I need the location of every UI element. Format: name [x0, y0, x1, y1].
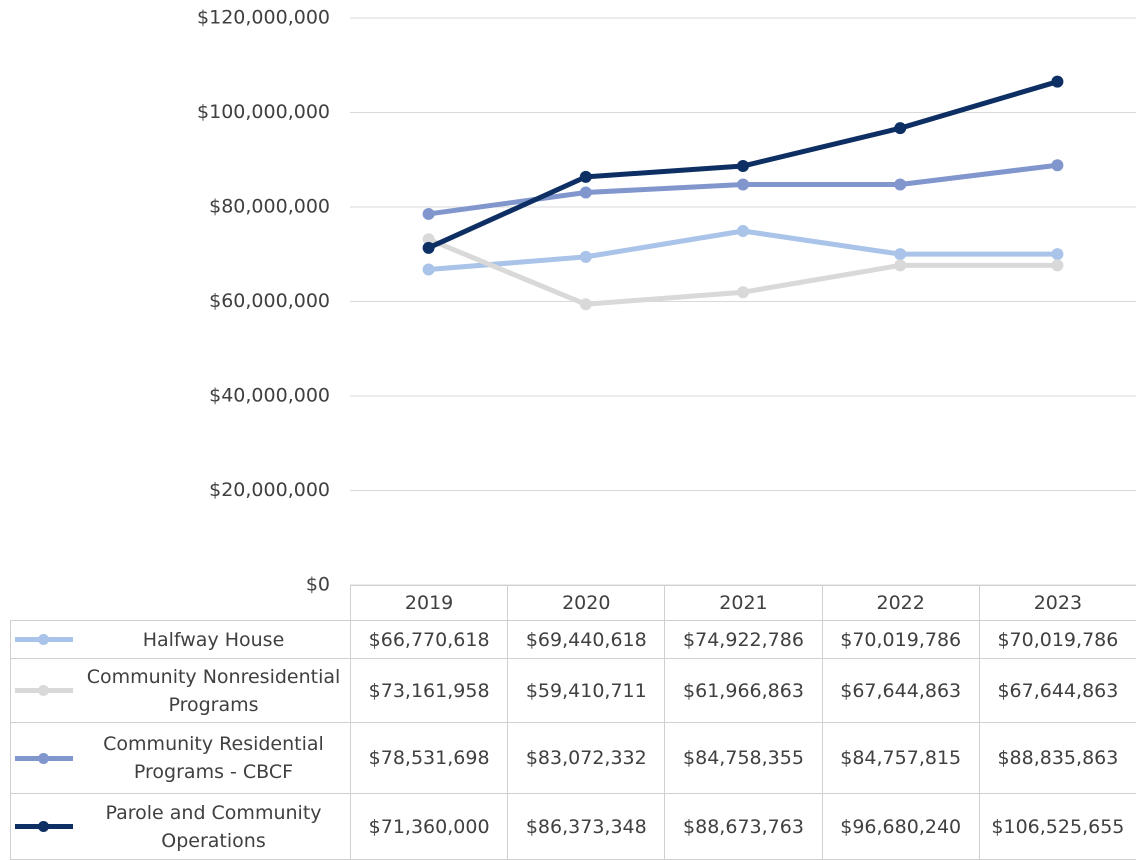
data-point	[579, 170, 592, 183]
legend-label: Halfway House	[142, 628, 285, 651]
data-point	[894, 248, 907, 261]
data-label: $86,373,348	[507, 793, 666, 860]
y-tick-label: $120,000,000	[197, 7, 330, 29]
data-point	[422, 241, 435, 254]
data-point	[737, 286, 749, 299]
x-tick-label: 2023	[978, 585, 1136, 621]
legend-label: Community Residential Programs - CBCF	[103, 733, 324, 783]
data-label: $83,072,332	[507, 722, 666, 794]
legend-entry: Community Residential Programs - CBCF	[10, 722, 351, 794]
data-label: $84,758,355	[664, 722, 823, 794]
data-point	[1051, 248, 1064, 261]
legend-icon	[15, 821, 73, 832]
data-label: $67,644,863	[978, 658, 1136, 723]
data-label: $61,966,863	[664, 658, 823, 723]
data-label: $67,644,863	[821, 658, 980, 723]
data-label: $78,531,698	[350, 722, 509, 794]
data-label: $88,673,763	[664, 793, 823, 860]
data-point	[894, 178, 907, 191]
data-point	[737, 160, 749, 173]
y-tick-label: $80,000,000	[209, 196, 330, 218]
data-point	[422, 207, 435, 220]
data-point	[1051, 259, 1064, 272]
y-tick-label: $100,000,000	[197, 101, 330, 123]
legend-label: Parole and Community Operations	[105, 801, 322, 852]
legend-entry: Community Nonresidential Programs	[10, 658, 351, 723]
data-label: $106,525,655	[978, 793, 1136, 860]
data-point	[894, 122, 907, 135]
data-point	[422, 233, 435, 246]
y-tick-label: $40,000,000	[209, 385, 330, 407]
data-point	[894, 259, 907, 272]
data-point	[737, 178, 749, 191]
data-label: $70,019,786	[978, 620, 1136, 659]
legend-entry: Parole and Community Operations	[10, 793, 351, 860]
data-point	[737, 224, 749, 237]
data-label: $96,680,240	[821, 793, 980, 860]
x-tick-label: 2022	[821, 585, 980, 621]
data-label: $70,019,786	[821, 620, 980, 659]
data-label: $84,757,815	[821, 722, 980, 794]
y-tick-label: $20,000,000	[209, 479, 330, 501]
legend-marker	[38, 821, 49, 832]
x-tick-label: 2021	[664, 585, 823, 621]
data-point	[579, 186, 592, 199]
data-label: $71,360,000	[350, 793, 509, 860]
legend-marker	[38, 685, 49, 696]
legend-label: Community Nonresidential Programs	[86, 665, 341, 716]
legend-icon	[15, 685, 73, 696]
x-tick-label: 2019	[350, 585, 509, 621]
data-label: $88,835,863	[978, 722, 1136, 794]
y-tick-label: $0	[306, 574, 330, 596]
data-point	[1051, 75, 1064, 88]
legend-icon	[15, 752, 73, 764]
data-point	[1051, 159, 1064, 172]
data-label: $73,161,958	[350, 658, 509, 723]
legend-icon	[15, 634, 73, 645]
data-point	[579, 298, 592, 311]
data-label: $69,440,618	[507, 620, 666, 659]
data-point	[579, 250, 592, 263]
x-tick-label: 2020	[507, 585, 666, 621]
data-label: $74,922,786	[664, 620, 823, 659]
data-label: $66,770,618	[350, 620, 509, 659]
y-tick-label: $60,000,000	[209, 290, 330, 312]
data-label: $59,410,711	[507, 658, 666, 723]
data-point	[422, 263, 435, 276]
legend-marker	[38, 752, 49, 764]
legend-entry: Halfway House	[10, 620, 351, 659]
legend-marker	[38, 634, 49, 645]
